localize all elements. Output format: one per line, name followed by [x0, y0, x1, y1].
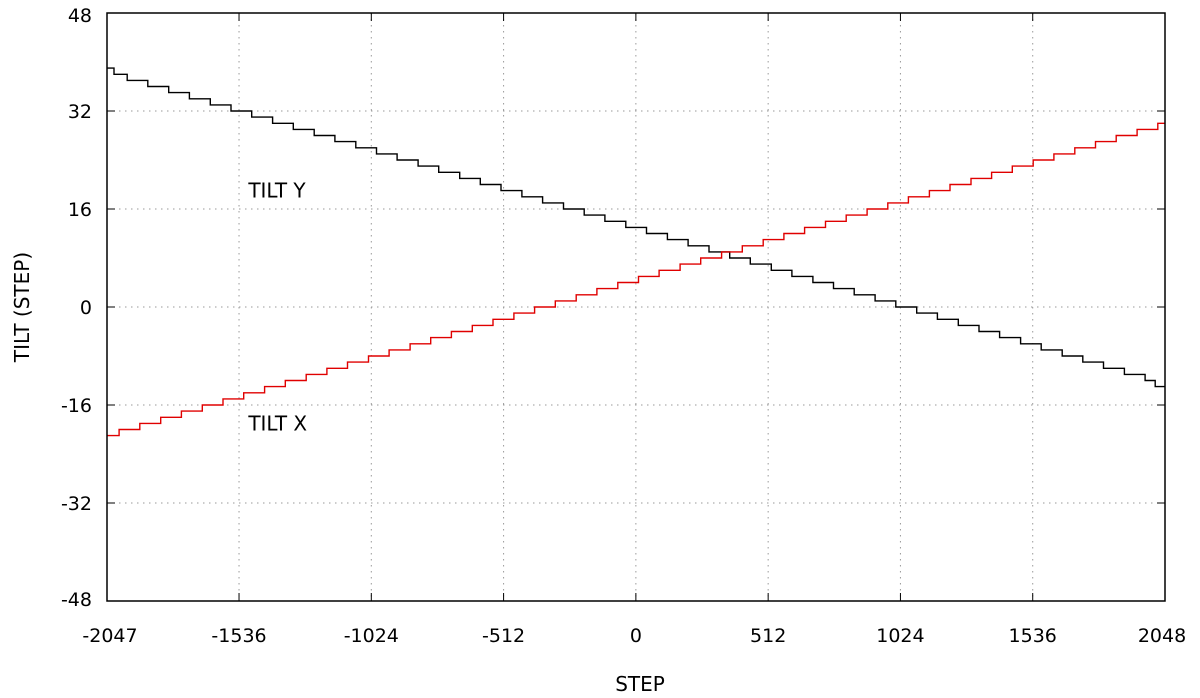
x-tick-labels: -2047 -1536 -1024 -512 0 512 1024 1536 2048 [82, 625, 1186, 647]
x-axis-label: STEP [615, 672, 665, 696]
x-tick-label: 512 [750, 625, 786, 647]
grid-lines [107, 13, 1165, 601]
annotations: TILT Y TILT X [247, 179, 307, 436]
x-tick-label: 1536 [1009, 625, 1057, 647]
y-tick-label: -32 [61, 493, 92, 515]
y-axis-label: TILT (STEP) [10, 252, 34, 363]
series-line-tilt-y [107, 67, 1165, 388]
y-tick-label: -16 [61, 395, 92, 417]
x-tick-label: 0 [630, 625, 642, 647]
y-tick-labels: -48 -32 -16 0 16 32 48 [61, 5, 92, 611]
x-tick-label: 1024 [876, 625, 924, 647]
ticks [106, 12, 1166, 602]
x-tick-label: 2048 [1138, 625, 1186, 647]
series-layer [107, 67, 1165, 437]
y-tick-label: 48 [68, 5, 92, 27]
series-line-tilt-x [107, 122, 1165, 437]
x-tick-label: -1536 [211, 625, 266, 647]
annotation-label: TILT Y [247, 179, 306, 203]
y-tick-label: 0 [80, 297, 92, 319]
x-tick-label: -1024 [344, 625, 399, 647]
x-tick-label: -512 [482, 625, 525, 647]
y-tick-label: 16 [68, 199, 92, 221]
annotation-label: TILT X [247, 411, 307, 435]
y-tick-label: 32 [68, 101, 92, 123]
y-tick-label: -48 [61, 589, 92, 611]
x-tick-label: -2047 [82, 625, 137, 647]
